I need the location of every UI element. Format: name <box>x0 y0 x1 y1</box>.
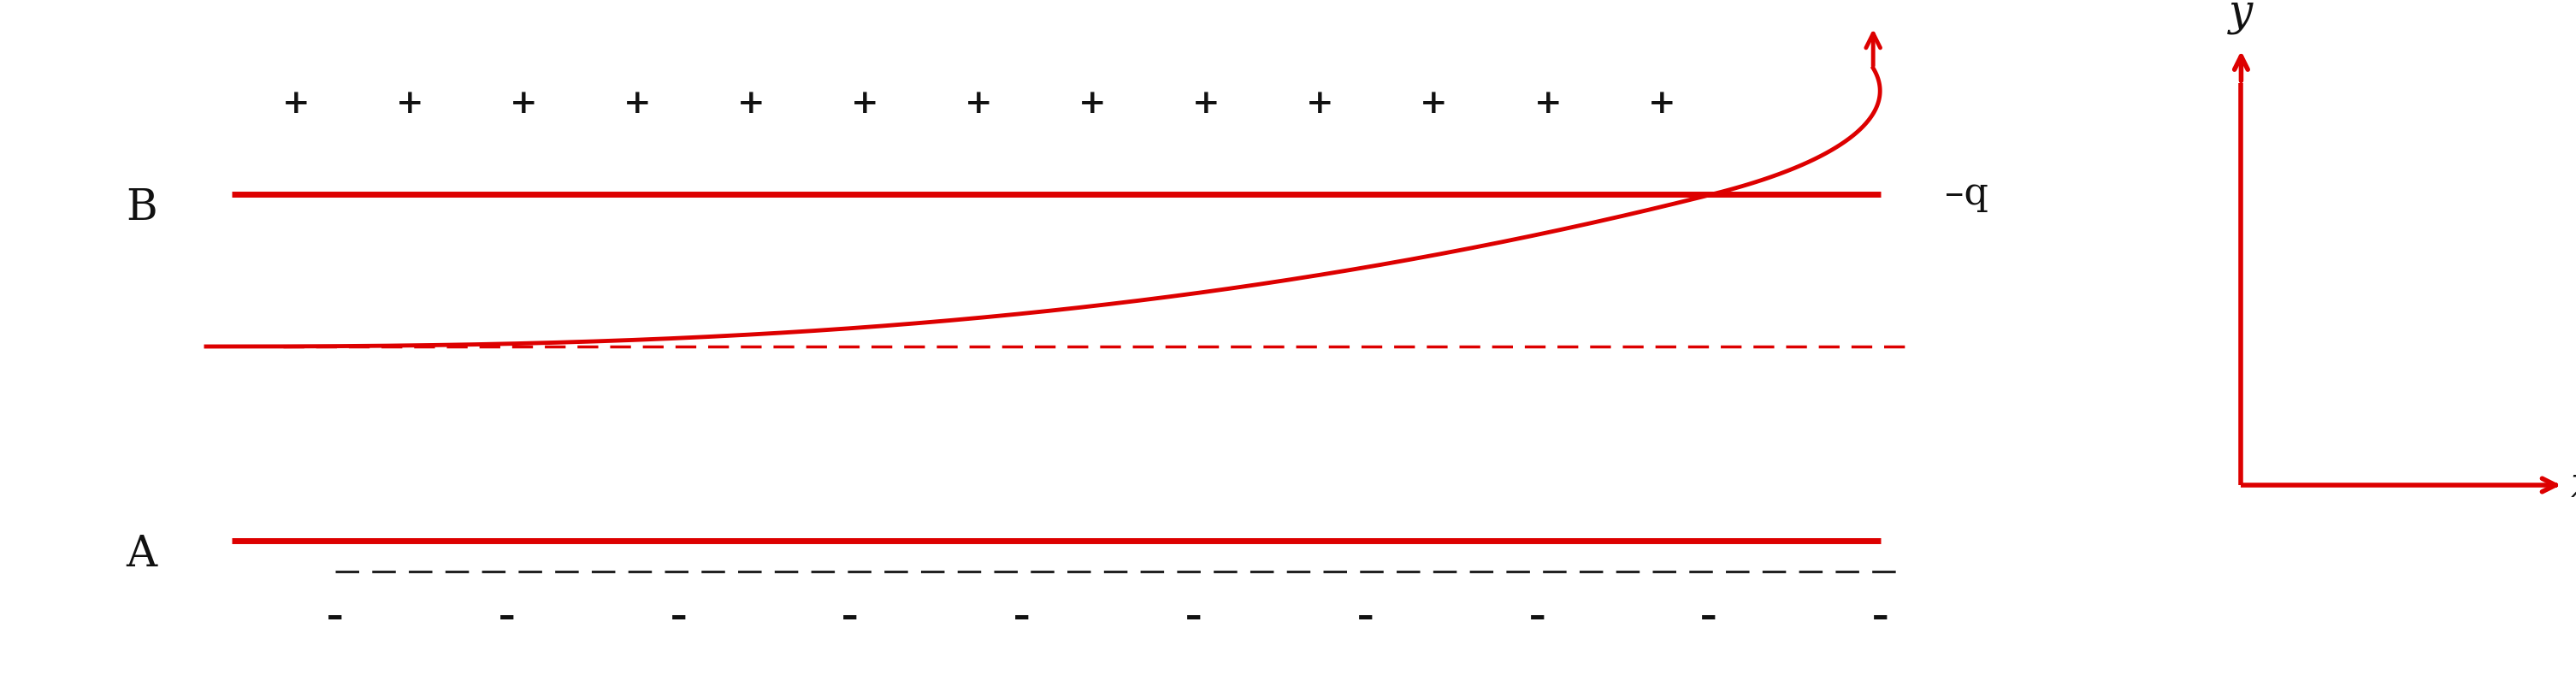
Text: +: + <box>850 88 878 120</box>
Text: –: – <box>1700 601 1718 633</box>
Text: +: + <box>283 88 309 120</box>
Text: –: – <box>1528 601 1546 633</box>
Text: +: + <box>1306 88 1334 120</box>
Text: –: – <box>1012 601 1030 633</box>
Text: y: y <box>2228 0 2254 35</box>
Text: –: – <box>327 601 343 633</box>
Text: +: + <box>966 88 992 120</box>
Text: +: + <box>1079 88 1108 120</box>
Text: –: – <box>1358 601 1373 633</box>
Text: +: + <box>397 88 425 120</box>
Text: –: – <box>1185 601 1203 633</box>
Text: A: A <box>126 533 157 576</box>
Text: +: + <box>510 88 538 120</box>
Text: –q: –q <box>1945 175 1989 213</box>
Text: +: + <box>1419 88 1448 120</box>
Text: B: B <box>126 186 157 229</box>
Text: x: x <box>2571 464 2576 507</box>
Text: –: – <box>497 601 515 633</box>
Text: –: – <box>842 601 858 633</box>
Text: +: + <box>1193 88 1221 120</box>
Text: +: + <box>1533 88 1561 120</box>
Text: +: + <box>1649 88 1674 120</box>
Text: –: – <box>670 601 688 633</box>
Text: –: – <box>1873 601 1888 633</box>
Text: +: + <box>737 88 765 120</box>
Text: +: + <box>623 88 652 120</box>
